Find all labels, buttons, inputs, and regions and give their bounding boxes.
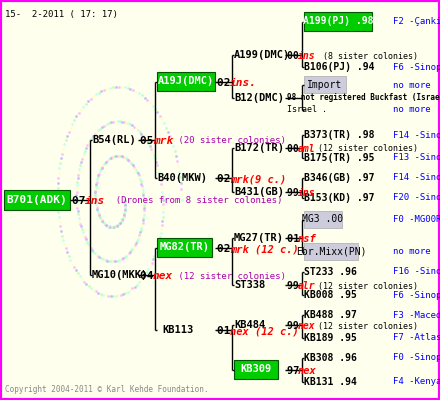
Text: ins.: ins. [230, 78, 257, 88]
Text: 07: 07 [72, 196, 92, 206]
Text: MG82(TR): MG82(TR) [159, 242, 209, 252]
Text: B346(GB) .97: B346(GB) .97 [304, 173, 374, 183]
Text: 97: 97 [287, 366, 306, 376]
Text: F4 -Kenya4R: F4 -Kenya4R [393, 378, 440, 386]
Text: Copyright 2004-2011 © Karl Kehde Foundation.: Copyright 2004-2011 © Karl Kehde Foundat… [5, 385, 209, 394]
Text: no more: no more [393, 106, 431, 114]
Text: ST338: ST338 [234, 280, 265, 290]
Text: KB484: KB484 [234, 320, 265, 330]
Text: MG27(TR): MG27(TR) [234, 233, 284, 243]
Text: nex: nex [153, 271, 173, 281]
Text: KB308 .96: KB308 .96 [304, 353, 357, 363]
Text: (8 sister colonies): (8 sister colonies) [313, 52, 418, 60]
Text: B172(TR): B172(TR) [234, 143, 284, 153]
Text: ins: ins [298, 51, 315, 61]
Text: nex (12 c.): nex (12 c.) [230, 326, 299, 336]
Text: B431(GB): B431(GB) [234, 187, 284, 197]
FancyBboxPatch shape [4, 190, 70, 210]
FancyBboxPatch shape [157, 72, 215, 91]
Text: 99: 99 [287, 321, 304, 331]
Text: B701(ADK): B701(ADK) [7, 195, 67, 205]
Text: (12 sister colonies): (12 sister colonies) [313, 282, 418, 290]
Text: 05: 05 [140, 136, 160, 146]
Text: KB008 .95: KB008 .95 [304, 290, 357, 300]
Text: no more: no more [393, 80, 431, 90]
Text: KB309: KB309 [240, 364, 271, 374]
Text: B12(DMC): B12(DMC) [234, 93, 284, 103]
Text: (12 sister colonies): (12 sister colonies) [313, 322, 418, 330]
Text: 02: 02 [217, 174, 237, 184]
Text: A19J(DMC): A19J(DMC) [158, 76, 214, 86]
Text: F0 -MG00R: F0 -MG00R [393, 216, 440, 224]
Text: F3 -Maced93R: F3 -Maced93R [393, 310, 440, 320]
Text: B153(KD) .97: B153(KD) .97 [304, 193, 374, 203]
Text: F13 -Sinop72R: F13 -Sinop72R [393, 154, 440, 162]
Text: 00: 00 [287, 144, 304, 154]
Text: MG3 .00: MG3 .00 [302, 214, 344, 224]
Text: mrk: mrk [153, 136, 173, 146]
Text: KB488 .97: KB488 .97 [304, 310, 357, 320]
Text: ins: ins [298, 188, 315, 198]
Text: (20 sister colonies): (20 sister colonies) [173, 136, 286, 146]
Text: F6 -SinopEgg86R: F6 -SinopEgg86R [393, 290, 440, 300]
Text: 98 not registered Buckfast (Israel or: 98 not registered Buckfast (Israel or [287, 94, 440, 102]
Text: alr: alr [298, 281, 315, 291]
Text: 01: 01 [287, 234, 306, 244]
Text: ST233 .96: ST233 .96 [304, 267, 357, 277]
Text: 99: 99 [287, 188, 304, 198]
Text: F14 -Sinop72R: F14 -Sinop72R [393, 174, 440, 182]
Text: KB189 .95: KB189 .95 [304, 333, 357, 343]
Text: F2 -Çankiri97R: F2 -Çankiri97R [393, 18, 440, 26]
FancyBboxPatch shape [304, 211, 342, 228]
Text: KB113: KB113 [162, 325, 193, 335]
Text: 04: 04 [140, 271, 160, 281]
FancyBboxPatch shape [234, 360, 278, 379]
Text: F20 -Sinop62R: F20 -Sinop62R [393, 194, 440, 202]
Text: 02: 02 [217, 244, 237, 254]
Text: F14 -Sinop72R: F14 -Sinop72R [393, 130, 440, 140]
Text: A199(PJ) .98: A199(PJ) .98 [303, 16, 373, 26]
Text: no more: no more [393, 248, 431, 256]
Text: nex: nex [298, 366, 317, 376]
Text: nex: nex [298, 321, 315, 331]
FancyBboxPatch shape [304, 12, 372, 31]
FancyBboxPatch shape [304, 76, 346, 93]
Text: KB131 .94: KB131 .94 [304, 377, 357, 387]
Text: A199(DMC): A199(DMC) [234, 50, 290, 60]
Text: B175(TR) .95: B175(TR) .95 [304, 153, 374, 163]
Text: 02: 02 [217, 78, 237, 88]
Text: B54(RL): B54(RL) [92, 135, 136, 145]
Text: (Drones from 8 sister colonies): (Drones from 8 sister colonies) [105, 196, 282, 206]
Text: (12 sister colonies): (12 sister colonies) [313, 144, 418, 154]
Text: 99: 99 [287, 281, 304, 291]
Text: B373(TR) .98: B373(TR) .98 [304, 130, 374, 140]
Text: mrk(9 c.): mrk(9 c.) [230, 174, 286, 184]
Text: aml: aml [298, 144, 315, 154]
Text: MG10(MKK): MG10(MKK) [92, 270, 148, 280]
Text: Israel .: Israel . [287, 106, 327, 114]
Text: F0 -Sinop96R: F0 -Sinop96R [393, 354, 440, 362]
Text: F7 -Atlas85R: F7 -Atlas85R [393, 334, 440, 342]
Text: 01: 01 [217, 326, 237, 336]
Text: F6 -SinopEgg86R: F6 -SinopEgg86R [393, 62, 440, 72]
Text: (12 sister colonies): (12 sister colonies) [173, 272, 286, 280]
Text: F16 -Sinop62R: F16 -Sinop62R [393, 268, 440, 276]
Text: 15-  2-2011 ( 17: 17): 15- 2-2011 ( 17: 17) [5, 10, 118, 19]
FancyBboxPatch shape [304, 243, 358, 260]
Text: B40(MKW): B40(MKW) [157, 173, 207, 183]
Text: B106(PJ) .94: B106(PJ) .94 [304, 62, 374, 72]
Text: 00: 00 [287, 51, 304, 61]
Text: Ebr.Mixx(PN): Ebr.Mixx(PN) [296, 246, 366, 256]
Text: mrk (12 c.): mrk (12 c.) [230, 244, 299, 254]
Text: ins: ins [85, 196, 105, 206]
Text: Import: Import [308, 80, 343, 90]
Text: nsf: nsf [298, 234, 317, 244]
FancyBboxPatch shape [157, 238, 212, 257]
